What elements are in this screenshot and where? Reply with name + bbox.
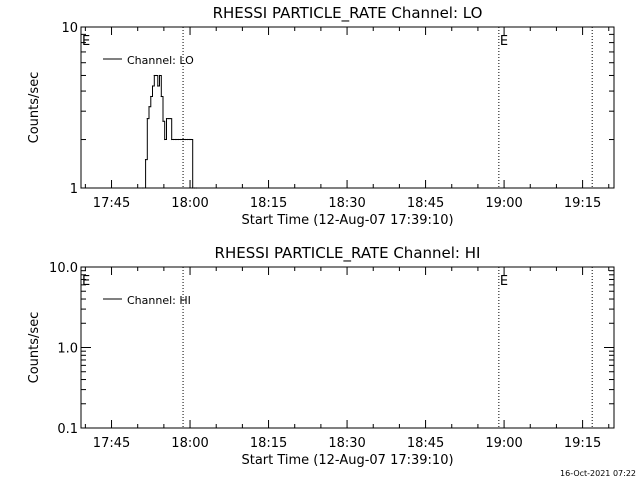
x-tick-label: 19:00 [485,196,522,211]
event-marker-label: E [500,274,508,289]
y-axis-label: Counts/sec [27,312,42,384]
data-point [148,106,150,108]
x-tick-label: 19:15 [564,436,601,451]
y-axis-label: Counts/sec [27,72,42,144]
legend-label: Channel: HI [127,294,191,307]
y-tick-label: 0.1 [57,422,78,437]
plot-frame [80,26,615,189]
y-tick-label: 10.0 [49,261,78,276]
data-point [153,74,155,77]
legend-label: Channel: LO [127,54,194,67]
x-axis-label: Start Time (12-Aug-07 17:39:10) [241,213,453,228]
chart-title: RHESSI PARTICLE_RATE Channel: HI [215,244,481,263]
data-point [179,138,182,141]
edge-event-label: E [82,274,90,289]
data-point [171,138,173,141]
chart-panel-1: RHESSI PARTICLE_RATE Channel: LO 17:45 18:… [27,4,615,228]
data-point [162,120,164,122]
x-tick-label: 17:45 [93,196,130,211]
x-axis-label: Start Time (12-Aug-07 17:39:10) [241,453,453,468]
data-point [155,74,157,77]
data-point [174,138,176,141]
data-point [169,117,171,120]
data-point [192,187,194,189]
x-tick-label: 19:00 [485,436,522,451]
data-point [160,95,162,98]
edge-event-label: E [82,34,90,49]
data-point [195,187,197,189]
data-point [172,138,175,141]
data-point [176,138,178,141]
x-tick-label: 18:45 [407,196,444,211]
x-tick-label: 18:45 [407,436,444,451]
data-point [146,117,148,120]
y-tick-label: 1.0 [57,342,78,357]
x-tick-label: 18:00 [171,436,208,451]
data-point [80,187,82,189]
data-point [142,187,144,189]
x-tick-label: 17:45 [93,436,130,451]
data-point [186,138,189,141]
data-point [167,117,169,120]
x-tick-label: 19:15 [564,196,601,211]
x-tick-label: 18:30 [328,196,365,211]
data-point [144,159,147,161]
data-point [183,138,185,141]
data-point [190,138,192,141]
x-tick-label: 18:15 [250,196,287,211]
y-tick-label: 1 [70,182,78,197]
x-tick-label: 18:00 [171,196,208,211]
data-point [150,95,152,98]
data-point [193,187,196,189]
y-tick-label: 10 [61,21,78,36]
data-point [164,138,166,141]
chart-title: RHESSI PARTICLE_RATE Channel: LO [213,4,483,23]
data-point [151,85,154,87]
chart-panel-2: RHESSI PARTICLE_RATE Channel: HI 17:45 18:… [27,244,615,468]
data-point [178,138,180,141]
data-point [181,138,183,141]
data-point [165,117,168,120]
footer-timestamp: 16-Oct-2021 07:22 [560,469,636,478]
plot-frame [80,266,615,429]
data-point [157,85,159,87]
data-point [158,74,161,77]
series-line [81,75,197,189]
event-marker-label: E [500,34,508,49]
x-tick-label: 18:30 [328,436,365,451]
x-tick-label: 18:15 [250,436,287,451]
data-point [185,138,187,141]
data-point [188,138,190,141]
